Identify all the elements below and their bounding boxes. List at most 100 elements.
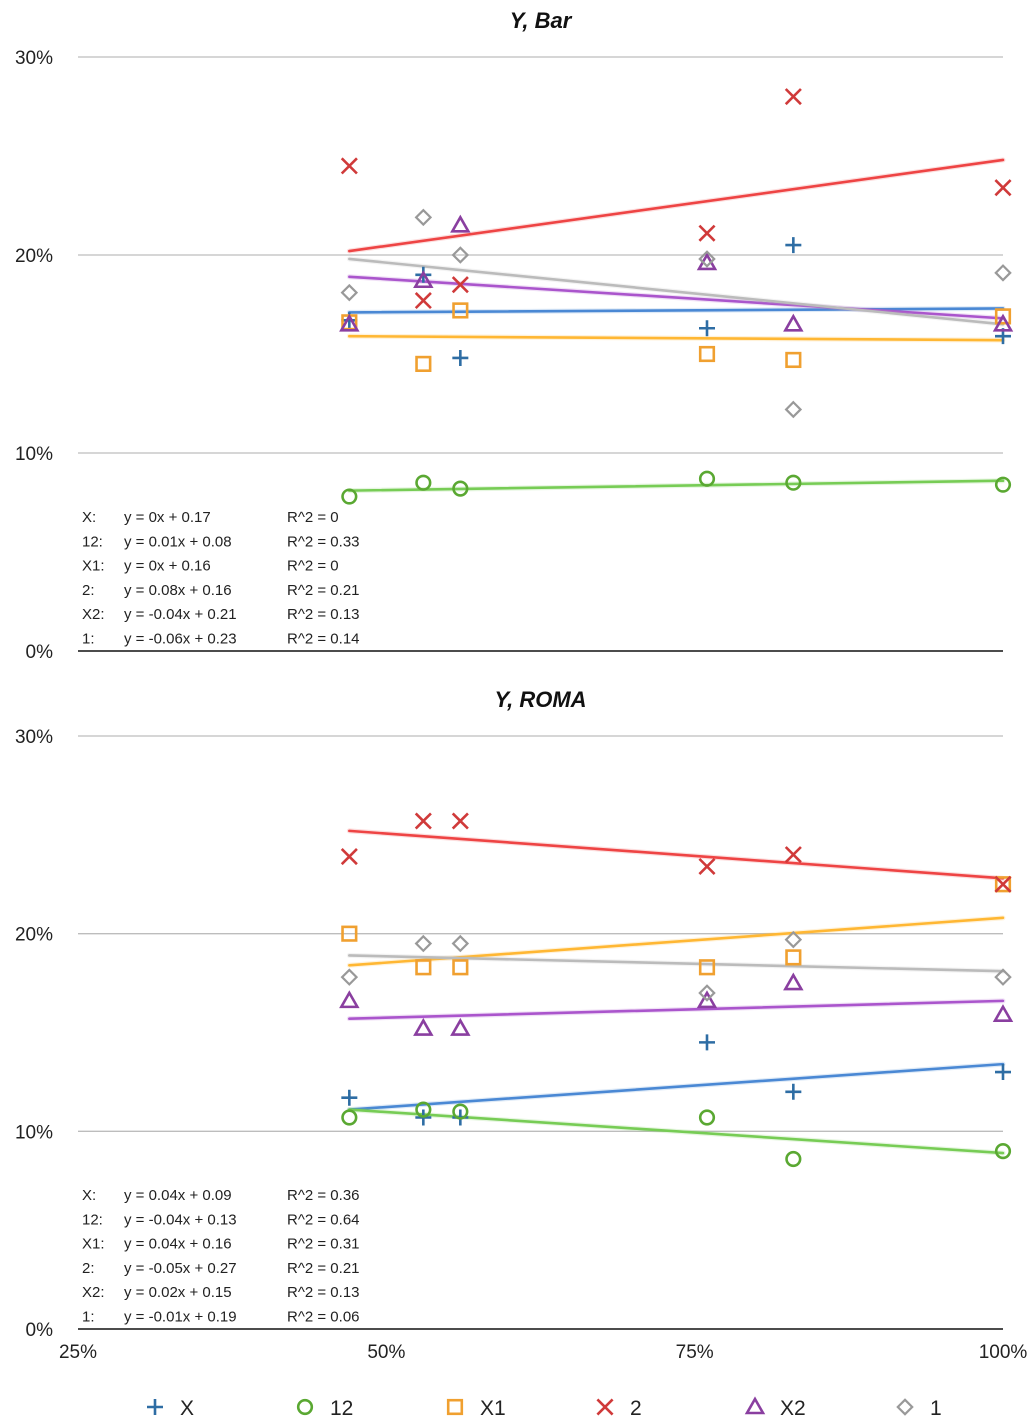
equation-series-label: X: xyxy=(82,509,96,526)
legend-marker-X xyxy=(147,1399,163,1415)
legend-label: 2 xyxy=(630,1397,642,1420)
regression-equations: X: y = 0x + 0.17 R^2 = 0 12: y = 0.01x + 0.0… xyxy=(82,509,360,648)
equation-text: y = 0.04x + 0.16 xyxy=(124,1236,232,1253)
equation-text: y = 0.01x + 0.08 xyxy=(124,533,232,550)
data-point-12 xyxy=(785,1150,802,1168)
chart-panel-bar: Y, Bar 0% 10% 20% 30% X: y = 0x + 0.17 R^2 = 0 1… xyxy=(15,8,1014,663)
data-point-12 xyxy=(341,488,358,505)
legend-item-2: 2 xyxy=(596,1397,642,1420)
y-tick-label: 30% xyxy=(15,48,53,69)
legend-marker-X2 xyxy=(744,1396,766,1415)
data-point-X2 xyxy=(992,1004,1014,1023)
data-point-1 xyxy=(451,934,470,953)
y-tick-label: 10% xyxy=(15,444,53,465)
data-point-1 xyxy=(784,930,803,949)
data-points xyxy=(339,88,1014,505)
data-point-1 xyxy=(414,208,433,227)
r-squared-text: R^2 = 0.06 xyxy=(287,1309,360,1326)
legend-label: X2 xyxy=(780,1397,806,1420)
y-tick-label: 20% xyxy=(15,246,53,267)
data-point-1 xyxy=(340,283,359,302)
data-point-12 xyxy=(994,1142,1012,1160)
r-squared-text: R^2 = 0.21 xyxy=(287,1260,360,1277)
data-point-1 xyxy=(698,250,716,268)
data-point-X xyxy=(699,1034,715,1051)
chart-title: Y, Bar xyxy=(510,8,573,33)
equation-series-label: X2: xyxy=(82,606,105,623)
data-point-1 xyxy=(698,984,716,1002)
y-tick-label: 30% xyxy=(15,727,53,748)
trendlines xyxy=(346,157,1006,494)
data-point-12 xyxy=(698,1109,716,1126)
r-squared-text: R^2 = 0.13 xyxy=(287,1284,360,1301)
r-squared-text: R^2 = 0.64 xyxy=(287,1211,360,1228)
trendline-X1 xyxy=(348,334,1005,342)
data-point-2 xyxy=(414,292,432,310)
legend-marker-X1 xyxy=(446,1398,464,1416)
data-point-X xyxy=(341,1089,358,1106)
legend-label: X xyxy=(180,1397,194,1420)
equation-series-label: 2: xyxy=(82,1260,95,1277)
data-point-X1 xyxy=(698,959,716,976)
data-point-12 xyxy=(415,474,432,491)
equation-series-label: 1: xyxy=(82,631,95,648)
data-point-X2 xyxy=(450,1017,471,1036)
r-squared-text: R^2 = 0 xyxy=(287,558,339,575)
r-squared-text: R^2 = 0.13 xyxy=(287,606,360,623)
equation-series-label: 1: xyxy=(82,1309,95,1326)
legend-item-X: X xyxy=(147,1397,194,1420)
equation-text: y = 0x + 0.16 xyxy=(124,558,211,575)
data-point-12 xyxy=(415,1101,432,1118)
data-point-X xyxy=(785,237,802,254)
equation-text: y = 0.04x + 0.09 xyxy=(124,1187,232,1204)
trendlines xyxy=(346,828,1006,1156)
data-point-12 xyxy=(994,476,1012,493)
equation-text: y = -0.06x + 0.23 xyxy=(124,631,237,648)
data-point-X1 xyxy=(785,351,802,369)
equation-text: y = -0.04x + 0.21 xyxy=(124,606,237,623)
data-point-2 xyxy=(994,875,1012,893)
x-tick-label: 25% xyxy=(59,1342,97,1363)
data-point-1 xyxy=(994,968,1012,986)
data-point-12 xyxy=(785,474,802,491)
data-point-X1 xyxy=(994,876,1012,893)
x-tick-label: 100% xyxy=(979,1342,1028,1363)
legend-label: X1 xyxy=(480,1397,506,1420)
data-point-2 xyxy=(994,179,1012,197)
legend-marker-2 xyxy=(596,1398,614,1416)
data-point-X1 xyxy=(452,302,469,319)
r-squared-text: R^2 = 0.31 xyxy=(287,1236,360,1253)
equation-series-label: X: xyxy=(82,1187,96,1204)
data-point-X xyxy=(995,1064,1011,1081)
data-point-2 xyxy=(414,812,432,830)
legend-label: 12 xyxy=(330,1397,353,1420)
y-tick-label: 0% xyxy=(26,1320,54,1341)
r-squared-text: R^2 = 0.21 xyxy=(287,582,360,599)
equation-text: y = 0x + 0.17 xyxy=(124,509,211,526)
data-point-X xyxy=(452,349,469,366)
data-point-12 xyxy=(341,1109,358,1126)
data-point-X xyxy=(699,320,715,337)
equation-text: y = -0.01x + 0.19 xyxy=(124,1309,237,1326)
equation-series-label: 2: xyxy=(82,582,95,599)
data-point-X1 xyxy=(415,355,432,373)
equation-text: y = -0.05x + 0.27 xyxy=(124,1260,237,1277)
data-point-2 xyxy=(340,848,358,866)
equation-text: y = 0.08x + 0.16 xyxy=(124,582,232,599)
data-point-X2 xyxy=(413,1017,434,1036)
legend-marker-12 xyxy=(296,1398,314,1416)
equation-series-label: X1: xyxy=(82,558,105,575)
trendline-1 xyxy=(348,257,1005,326)
legend-item-X1: X1 xyxy=(446,1397,506,1420)
data-point-2 xyxy=(784,846,802,864)
data-point-X2 xyxy=(339,990,360,1009)
data-point-X1 xyxy=(698,345,716,363)
data-point-X2 xyxy=(413,270,434,289)
data-point-X2 xyxy=(696,990,718,1009)
data-point-X1 xyxy=(415,959,432,976)
data-point-1 xyxy=(451,246,470,264)
r-squared-text: R^2 = 0.14 xyxy=(287,631,360,648)
trendline-2 xyxy=(348,829,1005,880)
data-point-X1 xyxy=(785,949,802,966)
